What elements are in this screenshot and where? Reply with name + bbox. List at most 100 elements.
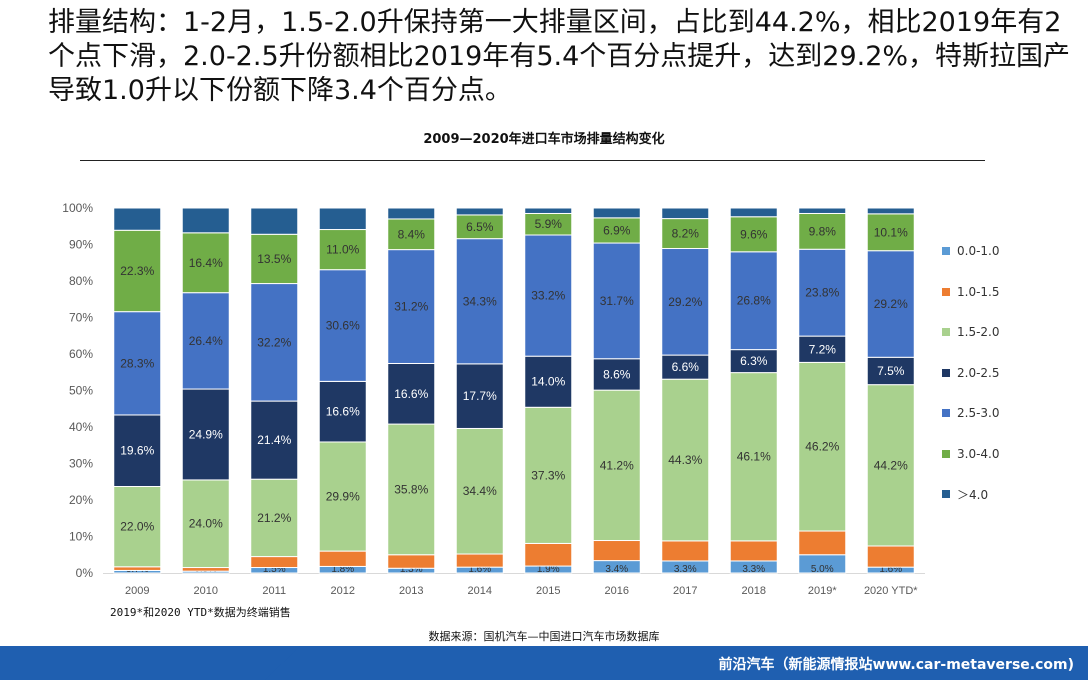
- data-label: 6.3%: [740, 354, 768, 368]
- x-tick-label: 2018: [742, 585, 766, 597]
- y-tick-label: 90%: [69, 238, 93, 252]
- x-tick-label: 2009: [125, 585, 149, 597]
- legend-swatch: [942, 287, 950, 296]
- data-label: 46.2%: [805, 440, 839, 454]
- legend-swatch: [942, 328, 950, 336]
- bar-segment: [592, 358, 641, 391]
- bar-segment: [798, 530, 847, 556]
- bar-segment: [866, 545, 915, 568]
- bar-segment: [524, 542, 573, 567]
- data-label: 7.2%: [809, 342, 837, 356]
- y-tick-label: 40%: [69, 420, 93, 434]
- data-label: 6.5%: [466, 220, 494, 234]
- data-label: 41.2%: [600, 458, 634, 472]
- data-label: 1.6%: [468, 564, 491, 575]
- data-label: 37.3%: [531, 468, 565, 482]
- bar-segment: [250, 283, 299, 402]
- legend-label: 1.5-2.0: [957, 325, 1000, 339]
- y-tick-label: 80%: [69, 274, 93, 288]
- y-tick-label: 70%: [69, 311, 93, 325]
- x-tick-label: 2011: [262, 585, 286, 597]
- bar-segment: [798, 248, 847, 337]
- x-tick-label: 2014: [468, 585, 492, 597]
- legend-swatch: [942, 409, 950, 417]
- data-label: 29.2%: [874, 297, 908, 311]
- bar-segment: [729, 540, 778, 562]
- data-label: 1.3%: [400, 564, 423, 575]
- legend-label: 0.0-1.0: [957, 244, 1000, 258]
- data-label: 6.9%: [603, 223, 631, 237]
- data-label: 3.4%: [605, 564, 628, 575]
- bar-segment: [113, 207, 162, 231]
- bar-segment: [592, 540, 641, 562]
- data-label: 7.5%: [877, 364, 905, 378]
- data-label: 10.1%: [874, 225, 908, 239]
- data-label: 8.6%: [603, 367, 631, 381]
- data-label: 5.9%: [535, 217, 563, 231]
- data-label: 1.8%: [331, 564, 354, 575]
- y-tick-label: 50%: [69, 384, 93, 398]
- bar-segment: [250, 207, 299, 235]
- data-label: 16.6%: [394, 387, 428, 401]
- bar-segment: [866, 384, 915, 547]
- legend-item: 2.0-2.5: [942, 366, 1000, 380]
- bar-segment: [318, 269, 367, 382]
- x-tick-label: 2020 YTD*: [864, 585, 918, 597]
- y-tick-label: 60%: [69, 347, 93, 361]
- data-label: 24.0%: [189, 517, 223, 531]
- legend-swatch: [942, 247, 950, 255]
- bar-segment: [250, 556, 299, 569]
- bar-segment: [455, 427, 504, 555]
- data-label: 11.0%: [326, 243, 359, 257]
- data-label: 22.0%: [120, 520, 154, 534]
- y-tick-label: 10%: [69, 530, 93, 544]
- bar-segment: [661, 354, 710, 380]
- data-source: 数据来源：国机汽车—中国进口汽车市场数据库: [428, 630, 660, 643]
- bar-segment: [181, 232, 230, 294]
- bar-segment: [318, 207, 367, 231]
- data-label: 44.3%: [668, 453, 702, 467]
- x-tick-label: 2012: [331, 585, 355, 597]
- chart-title: 2009—2020年进口车市场排量结构变化: [423, 132, 665, 147]
- data-label: 23.8%: [805, 286, 839, 300]
- bar-segment: [866, 213, 915, 252]
- bar-segment: [455, 363, 504, 429]
- data-label: 5.0%: [811, 564, 834, 575]
- data-label: 8.4%: [398, 227, 426, 241]
- bar-segment: [524, 207, 573, 214]
- bar-segment: [250, 478, 299, 558]
- bar-segment: [181, 207, 230, 234]
- footer-brand: 前沿汽车（新能源情报站www.car-metaverse.com): [718, 657, 1074, 673]
- bar-segment: [729, 207, 778, 218]
- bar-segment: [729, 372, 778, 542]
- bar-segment: [181, 479, 230, 569]
- legend-item: 1.5-2.0: [942, 325, 1000, 339]
- data-label: 6.6%: [672, 360, 700, 374]
- bar-segment: [181, 567, 230, 572]
- footer-dark-band: [0, 646, 360, 680]
- data-label: 8.2%: [672, 227, 700, 241]
- y-tick-label: 0%: [76, 566, 94, 580]
- data-label: 31.7%: [600, 294, 634, 308]
- bar-segment: [798, 212, 847, 250]
- data-label: 1.6%: [879, 564, 902, 575]
- data-label: 17.7%: [463, 389, 497, 403]
- bar-segment: [387, 362, 436, 425]
- bar-segment: [318, 550, 367, 567]
- bar-segment: [113, 311, 162, 416]
- data-label: 16.4%: [189, 256, 223, 270]
- legend-swatch: [942, 368, 950, 377]
- data-label: 3.3%: [674, 564, 697, 575]
- data-label: 14.0%: [531, 375, 565, 389]
- x-tick-label: 2016: [605, 585, 629, 597]
- x-tick-label: 2015: [536, 585, 560, 597]
- bar-segment: [250, 233, 299, 285]
- legend-label: ＞4.0: [957, 487, 989, 502]
- bar-segment: [524, 234, 573, 357]
- data-label: 33.2%: [531, 289, 565, 303]
- legend-item: 3.0-4.0: [942, 447, 1000, 461]
- bar-segment: [798, 207, 847, 214]
- data-label: 24.9%: [189, 427, 223, 441]
- bar-segment: [387, 554, 436, 569]
- data-label: 21.4%: [257, 433, 291, 447]
